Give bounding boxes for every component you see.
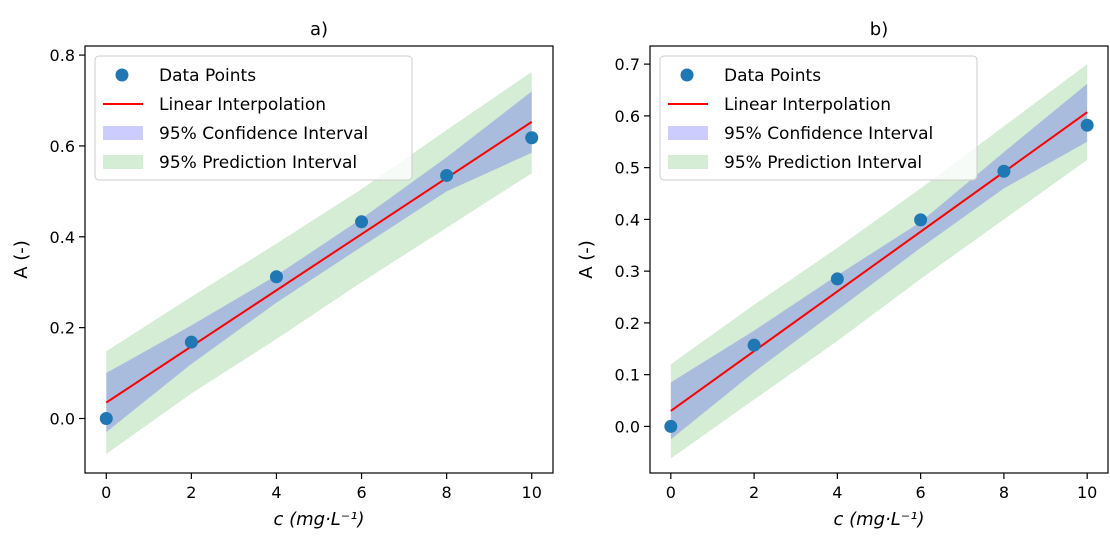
fit-line	[670, 111, 1088, 412]
chart-panel-0: 0 2 4 6 8 10 0.0 0.2 0.4 0.6 0.8 a) c (mg·L⁻¹) A (-) D…	[11, 19, 554, 530]
x-tick-label: 0	[101, 483, 111, 502]
y-tick-label: 0.4	[615, 210, 640, 229]
legend: Data Points Linear Interpolation 95% Confi…	[94, 55, 413, 181]
data-point	[1080, 118, 1094, 132]
legend-marker-band	[668, 126, 708, 140]
legend-label: Data Points	[724, 66, 821, 86]
x-tick-label: 8	[999, 483, 1009, 502]
legend-label: 95% Confidence Interval	[159, 124, 368, 144]
legend-box	[659, 55, 978, 181]
y-tick-label: 0.6	[50, 137, 75, 156]
legend-marker-band	[103, 155, 143, 169]
legend-label: Linear Interpolation	[159, 95, 326, 115]
x-tick-label: 10	[522, 483, 542, 502]
y-axis-label: A (-)	[11, 240, 32, 279]
fit-line	[105, 121, 533, 404]
legend: Data Points Linear Interpolation 95% Confi…	[659, 55, 978, 181]
legend-label: 95% Confidence Interval	[724, 124, 933, 144]
axes-frame	[649, 45, 1109, 474]
x-axis-label: c (mg·L⁻¹)	[833, 509, 924, 530]
x-tick-label: 10	[1077, 483, 1097, 502]
chart-panel-1: 0 2 4 6 8 10 0.0 0.1 0.2 0.3 0.4 0.5 0.6 0.7 b) c (mg·L…	[576, 19, 1109, 530]
legend-label: 95% Prediction Interval	[724, 153, 922, 173]
data-point	[355, 215, 369, 229]
data-point	[99, 411, 113, 425]
y-tick-label: 0.7	[615, 55, 640, 74]
legend-marker-band	[103, 126, 143, 140]
x-tick-label: 2	[749, 483, 759, 502]
legend-label: 95% Prediction Interval	[159, 153, 357, 173]
data-point	[184, 335, 198, 349]
y-tick-label: 0.2	[615, 314, 640, 333]
y-tick-label: 0.3	[615, 262, 640, 281]
legend-marker-points	[115, 68, 129, 82]
legend-label: Data Points	[159, 66, 256, 86]
x-tick-label: 4	[832, 483, 842, 502]
data-point	[747, 338, 761, 352]
y-tick-label: 0.0	[50, 409, 75, 428]
data-point	[269, 270, 283, 284]
x-tick-label: 0	[666, 483, 676, 502]
axes-frame	[84, 45, 554, 474]
y-tick-label: 0.2	[50, 319, 75, 338]
x-tick-label: 2	[186, 483, 196, 502]
y-tick-label: 0.4	[50, 228, 75, 247]
x-tick-label: 6	[916, 483, 926, 502]
y-tick-label: 0.0	[615, 417, 640, 436]
legend-marker-band	[668, 155, 708, 169]
x-tick-label: 8	[442, 483, 452, 502]
chart-title: b)	[870, 19, 888, 40]
x-tick-label: 4	[271, 483, 281, 502]
legend-marker-points	[680, 68, 694, 82]
y-axis-label: A (-)	[576, 240, 597, 279]
data-point	[830, 272, 844, 286]
x-axis-label: c (mg·L⁻¹)	[273, 509, 364, 530]
y-tick-label: 0.6	[615, 107, 640, 126]
y-tick-label: 0.1	[615, 366, 640, 385]
legend-box	[94, 55, 413, 181]
data-point	[440, 168, 454, 182]
y-tick-label: 0.8	[50, 46, 75, 65]
data-point	[664, 419, 678, 433]
data-point	[525, 131, 539, 145]
data-point	[997, 164, 1011, 178]
legend-label: Linear Interpolation	[724, 95, 891, 115]
chart-title: a)	[310, 19, 328, 40]
data-point	[914, 213, 928, 227]
x-tick-label: 6	[356, 483, 366, 502]
y-tick-label: 0.5	[615, 159, 640, 178]
